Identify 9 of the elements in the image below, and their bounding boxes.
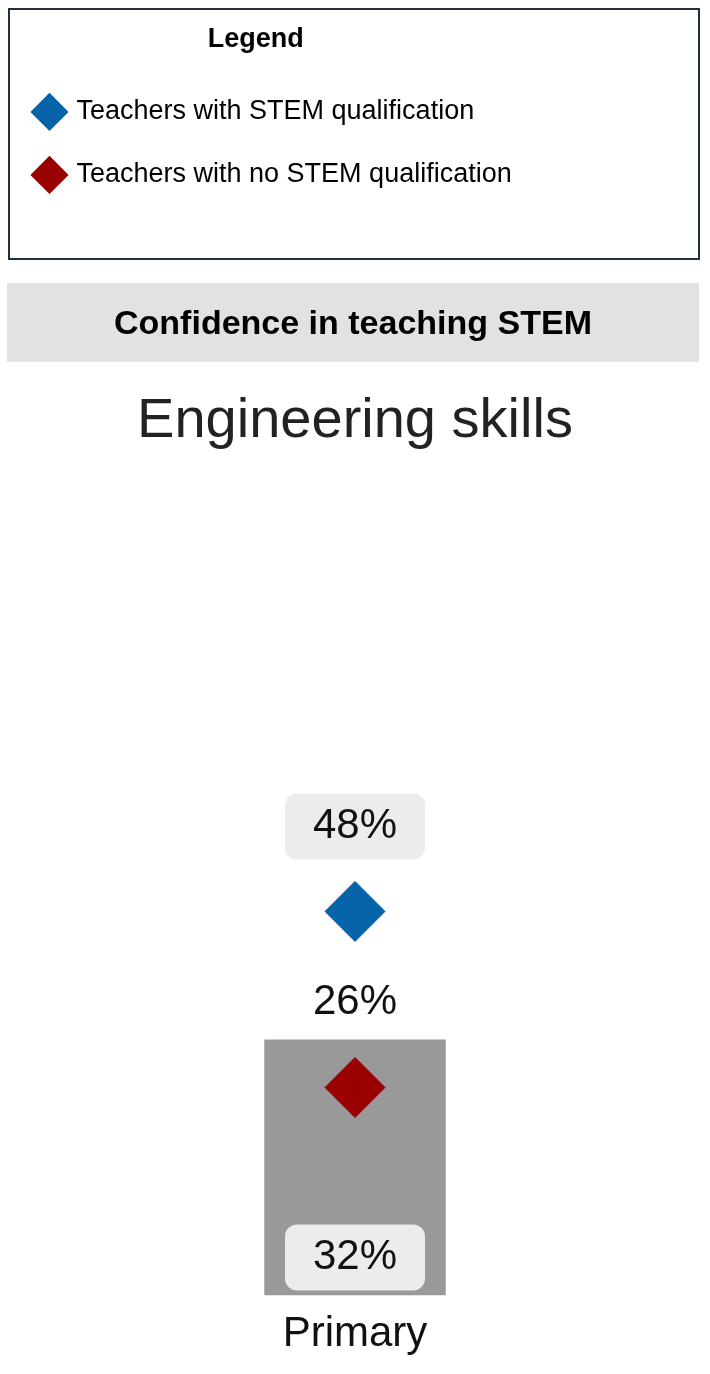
data-label: 32% [312, 1231, 398, 1279]
chart-subtitle: Engineering skills [136, 385, 574, 450]
legend-title: Legend [207, 22, 304, 53]
legend-label: Teachers with no STEM qualification [76, 158, 512, 189]
legend-label: Teachers with STEM qualification [76, 95, 475, 126]
data-label: 48% [312, 799, 398, 847]
data-label: 26% [312, 976, 398, 1024]
x-tick-label: Primary [282, 1308, 428, 1356]
chart-title: Confidence in teaching STEM [7, 283, 699, 362]
